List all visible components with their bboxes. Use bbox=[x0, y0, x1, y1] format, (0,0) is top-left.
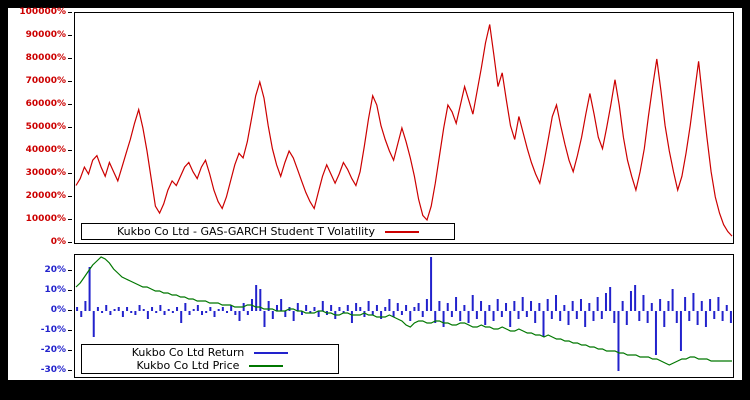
return-price-chart: 20% 10% 0% -10% -20% -30% Kukbo Co Ltd Return… bbox=[10, 254, 736, 378]
y-tick-label: 30000% bbox=[25, 168, 73, 178]
volatility-line bbox=[75, 24, 733, 237]
y-tick-label: -10% bbox=[40, 325, 73, 335]
volatility-legend-line-sample bbox=[385, 230, 420, 233]
return-legend-line-sample bbox=[254, 351, 289, 354]
y-tick-label: 50000% bbox=[25, 122, 73, 132]
volatility-legend-row: Kukbo Co Ltd - GAS-GARCH Student T Volat… bbox=[90, 225, 446, 238]
return-legend-label: Kukbo Co Ltd Return bbox=[131, 346, 245, 359]
price-legend-row: Kukbo Co Ltd Price bbox=[90, 359, 330, 372]
volatility-plot: Kukbo Co Ltd - GAS-GARCH Student T Volat… bbox=[74, 12, 734, 244]
volatility-chart: 100000% 90000% 80000% 70000% 60000% 50000% 400… bbox=[10, 7, 736, 247]
volatility-legend-label: Kukbo Co Ltd - GAS-GARCH Student T Volat… bbox=[116, 225, 376, 238]
y-tick-label: 80000% bbox=[25, 53, 73, 63]
return-price-legend: Kukbo Co Ltd Return Kukbo Co Ltd Price bbox=[81, 344, 339, 374]
return-legend-row: Kukbo Co Ltd Return bbox=[90, 346, 330, 359]
y-tick-label: 0% bbox=[50, 305, 73, 315]
plot-canvas: 100000% 90000% 80000% 70000% 60000% 50000% 400… bbox=[8, 7, 742, 380]
volatility-y-axis: 100000% 90000% 80000% 70000% 60000% 50000% 400… bbox=[10, 7, 74, 247]
volatility-legend: Kukbo Co Ltd - GAS-GARCH Student T Volat… bbox=[81, 223, 455, 240]
return-price-plot: Kukbo Co Ltd Return Kukbo Co Ltd Price bbox=[74, 254, 734, 378]
y-tick-label: 20% bbox=[44, 265, 72, 275]
y-tick-label: -20% bbox=[40, 345, 73, 355]
y-tick-label: 60000% bbox=[25, 99, 73, 109]
y-tick-label: 0% bbox=[50, 237, 73, 247]
y-tick-label: 40000% bbox=[25, 145, 73, 155]
y-tick-label: 100000% bbox=[19, 7, 72, 17]
price-legend-label: Kukbo Co Ltd Price bbox=[136, 359, 240, 372]
price-legend-line-sample bbox=[249, 364, 284, 367]
return-price-y-axis: 20% 10% 0% -10% -20% -30% bbox=[10, 254, 74, 378]
y-tick-label: 70000% bbox=[25, 76, 73, 86]
y-tick-label: -30% bbox=[40, 365, 73, 375]
y-tick-label: 10000% bbox=[25, 214, 73, 224]
y-tick-label: 20000% bbox=[25, 191, 73, 201]
return-bars bbox=[76, 257, 732, 371]
price-line bbox=[75, 256, 732, 366]
y-tick-label: 90000% bbox=[25, 30, 73, 40]
y-tick-label: 10% bbox=[44, 285, 72, 295]
